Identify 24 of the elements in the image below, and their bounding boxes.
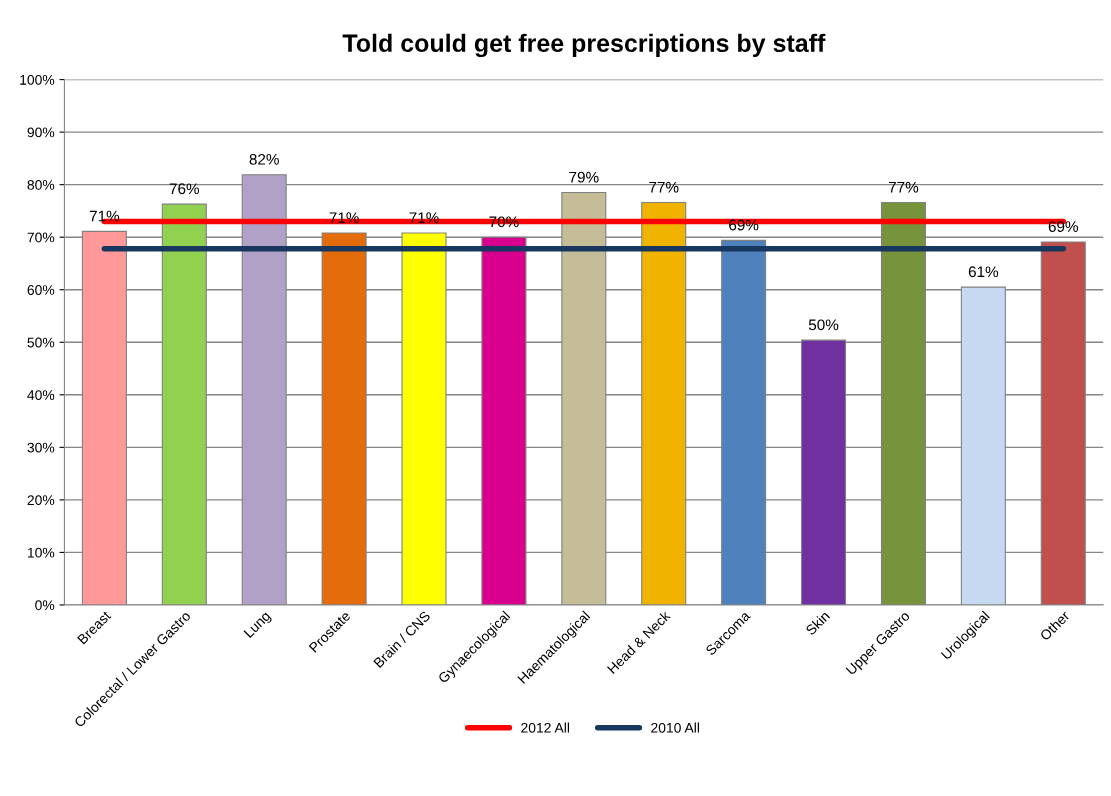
data-label: 50% (808, 319, 839, 331)
legend-label: 2012 All (521, 722, 570, 733)
y-tick-label: 20% (27, 495, 55, 506)
y-tick-label: 30% (27, 442, 55, 453)
data-label: 77% (888, 181, 919, 193)
y-tick-label: 0% (35, 600, 55, 611)
y-tick-label: 50% (27, 337, 55, 348)
data-label: 76% (169, 183, 200, 195)
y-tick-label: 10% (27, 547, 55, 558)
legend-label: 2010 All (651, 722, 699, 733)
x-tick-label: Skin (804, 610, 831, 636)
chart-title: Told could get free prescriptions by staff (342, 33, 826, 58)
data-label: 77% (649, 181, 679, 193)
data-label: 79% (569, 171, 599, 183)
y-tick-label: 80% (27, 180, 55, 190)
y-tick-label: 100% (20, 74, 55, 85)
data-label: 69% (1048, 221, 1079, 232)
y-tick-label: 60% (27, 285, 55, 295)
data-label: 61% (968, 266, 999, 278)
y-tick-label: 70% (27, 232, 55, 243)
data-label: 71% (89, 210, 120, 222)
data-label: 82% (249, 153, 279, 165)
y-tick-label: 90% (27, 127, 55, 138)
y-tick-label: 40% (27, 390, 55, 400)
